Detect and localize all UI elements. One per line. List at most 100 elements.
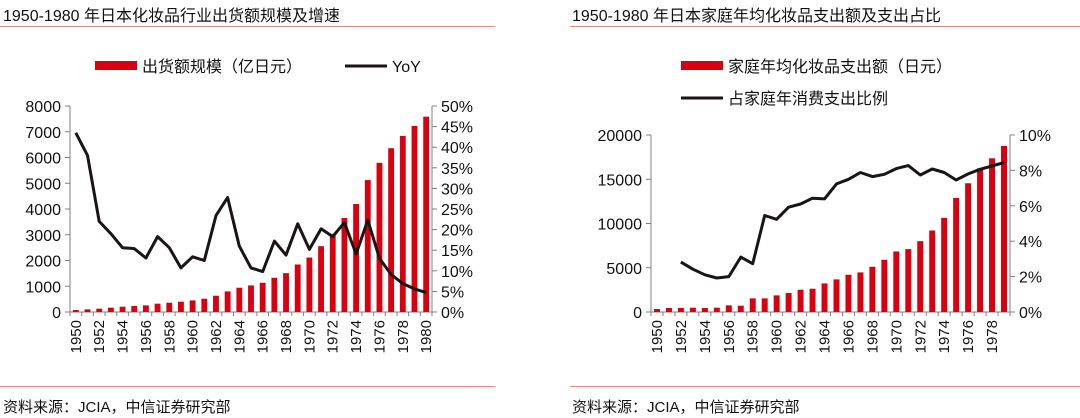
c1-xtick-label: 1952: [91, 320, 108, 353]
c2-bar: [797, 289, 804, 312]
c1-bar: [376, 162, 383, 312]
c1-y2tick-label: 30%: [441, 181, 473, 198]
c2-bar: [737, 305, 744, 312]
c2-ytick-label: 5000: [606, 261, 642, 278]
c1-bar: [201, 298, 208, 312]
chart2-title: 1950-1980 年日本家庭年均化妆品支出额及支出占比: [572, 8, 941, 25]
c2-bar: [701, 308, 708, 312]
c1-xtick-label: 1964: [231, 320, 248, 353]
c2-y2tick-label: 6%: [1019, 199, 1042, 216]
c2-bar: [761, 298, 768, 312]
c1-bar: [388, 148, 395, 312]
c1-ytick-label: 2000: [25, 254, 61, 271]
c2-xtick-label: 1952: [673, 320, 690, 353]
c2-bar: [833, 279, 840, 312]
c2-bar: [821, 283, 828, 312]
c1-ytick-label: 5000: [25, 176, 61, 193]
c1-xtick-label: 1958: [161, 320, 178, 353]
c2-xtick-label: 1958: [745, 320, 762, 353]
c2-legend-bar-swatch: [681, 61, 723, 70]
c2-bar: [1001, 145, 1008, 312]
c2-y2tick-label: 0%: [1019, 305, 1042, 322]
c1-xtick-label: 1970: [301, 320, 318, 353]
c1-bar: [72, 310, 79, 312]
c1-bar: [142, 305, 149, 312]
c2-bar: [773, 295, 780, 312]
c2-line-series: [680, 161, 1005, 280]
c2-xtick-label: 1968: [864, 320, 881, 353]
c2-xtick-label: 1960: [769, 320, 786, 353]
c1-xtick-label: 1968: [278, 320, 295, 353]
c1-bar: [166, 302, 173, 312]
chart1-bottom-rule: [0, 386, 495, 387]
chart2-title-rule: [570, 26, 1080, 27]
c1-bar: [353, 204, 360, 312]
c1-y2tick-label: 10%: [441, 264, 473, 281]
c2-legend-line-label: 占家庭年消费支出比例: [728, 90, 888, 108]
chart1-title: 1950-1980 年日本化妆品行业出货额规模及增速: [3, 8, 340, 25]
c1-bar: [224, 291, 231, 312]
c2-ytick-label: 15000: [598, 172, 643, 189]
c1-y2tick-label: 0%: [441, 305, 464, 322]
c2-bar: [689, 307, 696, 312]
c1-ytick-label: 7000: [25, 125, 61, 142]
c2-bar: [857, 272, 864, 312]
chart1-source: 资料来源：JCIA，中信证券研究部: [3, 399, 231, 416]
c2-y2tick-label: 10%: [1019, 128, 1051, 145]
c2-bar: [905, 249, 912, 312]
c1-bar: [248, 285, 254, 312]
c1-xtick-label: 1960: [185, 320, 202, 353]
c1-ytick-label: 0: [52, 305, 61, 322]
c2-xtick-label: 1972: [912, 320, 929, 353]
c1-y2tick-label: 20%: [441, 223, 473, 240]
c2-xtick-label: 1950: [649, 320, 666, 353]
c1-bar: [119, 306, 126, 312]
c2-legend-bar-label: 家庭年均化妆品支出额（日元）: [728, 58, 952, 76]
c1-bar: [96, 308, 103, 312]
c1-bar: [189, 300, 196, 312]
c1-bar: [411, 125, 418, 312]
c2-xtick-label: 1976: [960, 320, 977, 353]
c1-bar: [283, 273, 289, 312]
c2-bar: [749, 298, 756, 312]
c2-y2tick-label: 4%: [1019, 234, 1042, 251]
c2-bar: [713, 307, 720, 312]
c2-bar: [989, 158, 996, 312]
c2-bar: [941, 217, 948, 312]
c2-ytick-label: 0: [633, 305, 642, 322]
c2-bar: [677, 308, 684, 312]
c1-y2tick-label: 40%: [441, 140, 473, 157]
c1-xtick-label: 1978: [395, 320, 412, 353]
c1-bar: [364, 180, 371, 312]
c1-bar: [259, 282, 266, 312]
c1-bar: [306, 257, 313, 312]
c1-xtick-label: 1980: [418, 320, 435, 353]
chart1-title-rule: [0, 26, 495, 27]
c1-legend-bar-label: 出货额规模（亿日元）: [142, 58, 302, 76]
c1-bar: [154, 303, 161, 312]
c1-ytick-label: 3000: [25, 228, 61, 245]
c2-xtick-label: 1954: [697, 320, 714, 353]
c2-bar: [953, 197, 960, 312]
c1-bar: [399, 135, 406, 312]
c1-xtick-label: 1976: [371, 320, 388, 353]
c1-bar: [341, 217, 348, 312]
c1-y2tick-label: 15%: [441, 243, 473, 260]
c2-y2tick-label: 2%: [1019, 270, 1042, 287]
c1-y2tick-label: 45%: [441, 120, 473, 137]
c2-bar: [809, 288, 816, 312]
c2-bar: [917, 241, 924, 312]
chart2-source: 资料来源：JCIA，中信证券研究部: [572, 399, 800, 416]
c2-bar: [881, 259, 888, 312]
c1-ytick-label: 4000: [25, 202, 61, 219]
c1-xtick-label: 1972: [325, 320, 342, 353]
c1-bar: [178, 301, 184, 312]
c2-xtick-label: 1956: [721, 320, 738, 353]
c1-y2tick-label: 25%: [441, 202, 473, 219]
c2-bar: [929, 230, 936, 312]
c2-bar: [869, 266, 876, 312]
c1-bar: [318, 246, 324, 312]
c2-xtick-label: 1970: [888, 320, 905, 353]
c2-bar: [965, 183, 972, 312]
c1-bar: [131, 306, 138, 312]
